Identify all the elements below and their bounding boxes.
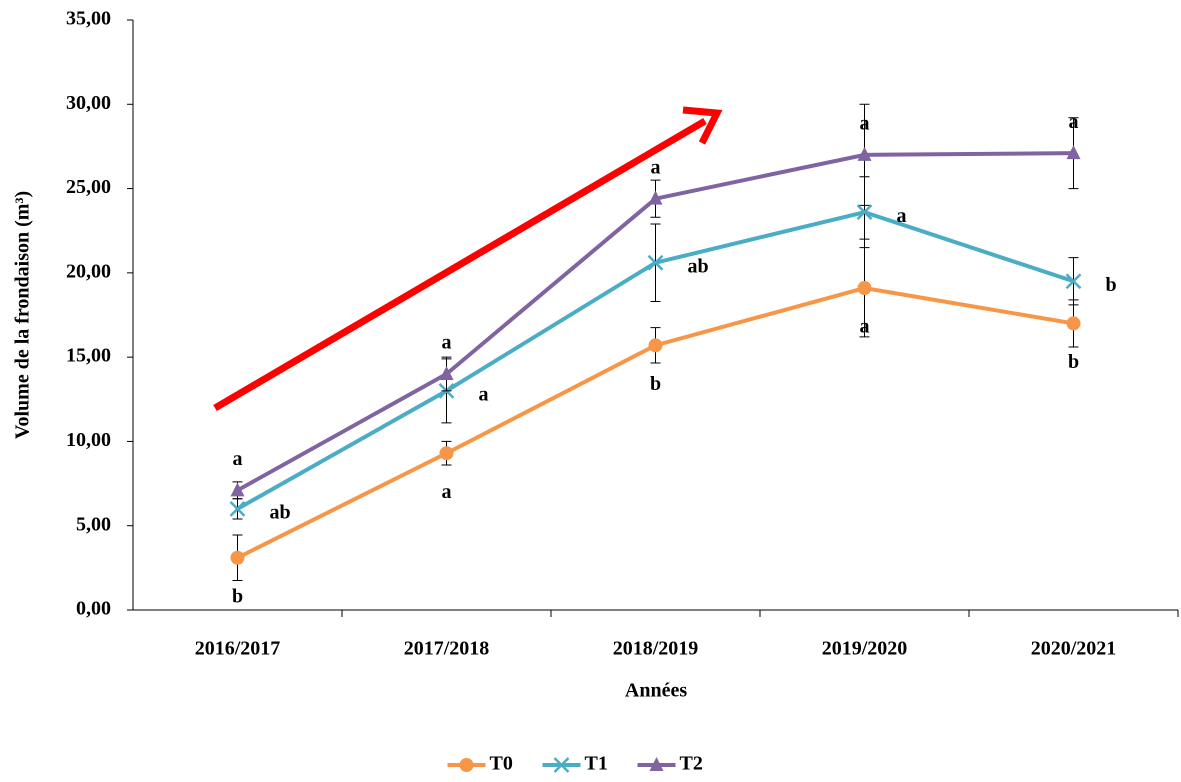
- y-tick-label: 5,00: [76, 513, 111, 535]
- significance-letter: b: [232, 585, 243, 607]
- marker: [648, 190, 663, 205]
- marker: [649, 757, 664, 771]
- marker: [439, 366, 454, 380]
- y-tick-label: 20,00: [66, 260, 111, 282]
- marker: [1066, 145, 1081, 160]
- marker: [459, 758, 474, 772]
- x-tick-label: 2018/2019: [613, 638, 699, 660]
- y-tick-label: 10,00: [66, 429, 111, 451]
- trend-arrow: [213, 106, 723, 412]
- legend-label: T0: [490, 753, 513, 775]
- x-axis-title: Années: [625, 680, 687, 702]
- significance-letter: ab: [688, 255, 709, 277]
- y-tick-label: 0,00: [76, 598, 111, 620]
- marker: [230, 550, 245, 565]
- significance-letter: b: [650, 373, 661, 395]
- x-tick-label: 2019/2020: [822, 638, 908, 660]
- significance-letter: a: [860, 316, 870, 338]
- significance-letter: a: [233, 448, 243, 470]
- marker: [229, 500, 246, 517]
- y-axis-title: Volume de la frondaison (m³): [12, 191, 34, 439]
- marker: [1065, 273, 1082, 290]
- marker: [857, 281, 872, 296]
- legend-label: T2: [680, 753, 703, 775]
- significance-letter: a: [479, 383, 489, 405]
- significance-letter: b: [1068, 351, 1079, 373]
- significance-letter: a: [651, 156, 661, 178]
- marker: [1066, 316, 1081, 331]
- x-tick-label: 2020/2021: [1031, 638, 1117, 660]
- significance-letter: a: [442, 332, 452, 354]
- y-tick-label: 35,00: [66, 8, 111, 30]
- marker: [439, 446, 454, 461]
- marker: [857, 146, 872, 161]
- significance-letter: a: [442, 481, 452, 503]
- significance-letter: ab: [270, 501, 291, 523]
- x-tick-label: 2016/2017: [195, 638, 281, 660]
- significance-letter: a: [860, 112, 870, 134]
- marker: [648, 338, 663, 353]
- y-tick-label: 30,00: [66, 92, 111, 114]
- x-tick-label: 2017/2018: [404, 638, 490, 660]
- marker: [230, 482, 245, 497]
- marker: [856, 204, 873, 221]
- significance-letter: b: [1106, 274, 1117, 296]
- legend-label: T1: [585, 753, 608, 775]
- y-tick-label: 25,00: [66, 176, 111, 198]
- y-tick-label: 15,00: [66, 345, 111, 367]
- significance-letter: a: [897, 205, 907, 227]
- marker: [647, 254, 664, 271]
- significance-letter: a: [1069, 111, 1079, 133]
- marker: [553, 757, 570, 773]
